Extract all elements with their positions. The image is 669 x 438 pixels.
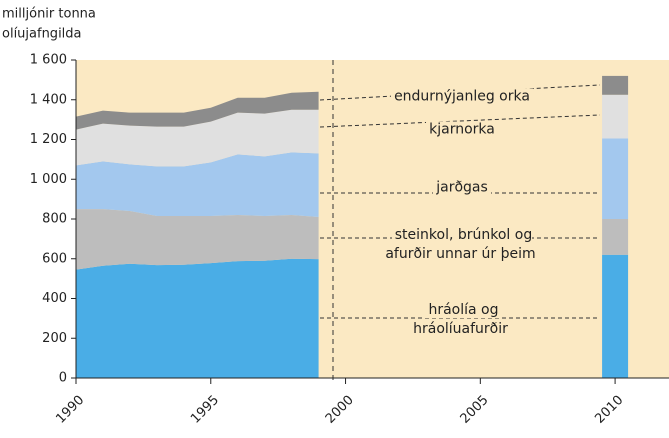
area <box>76 152 319 218</box>
y-tick-label: 600 <box>42 251 67 266</box>
series-label-text: endurnýjanleg orka <box>391 88 533 105</box>
y-tick-label: 200 <box>42 331 67 346</box>
x-tick-label: 2000 <box>323 393 357 427</box>
bar <box>602 75 629 95</box>
series-label-text: hráolía og hráolíuafurðir <box>413 302 511 337</box>
bar <box>602 219 629 255</box>
series-label-text: jarðgas <box>433 179 491 196</box>
bar <box>602 138 629 219</box>
series-label: jarðgas <box>384 179 540 198</box>
y-tick-label: 1 400 <box>30 92 67 107</box>
y-axis-label: milljónir tonna <box>2 7 96 22</box>
y-axis-label: olíujafngilda <box>2 27 82 42</box>
x-tick-label: 1990 <box>53 393 87 427</box>
bar <box>602 94 629 139</box>
area <box>76 209 319 270</box>
y-tick-label: 0 <box>59 371 67 386</box>
area <box>76 91 319 130</box>
series-label-text: steinkol, brúnkol og afurðir unnar úr þe… <box>385 227 539 262</box>
leader <box>319 114 601 128</box>
y-tick-label: 400 <box>42 291 67 306</box>
series-label: hráolía og hráolíuafurðir <box>384 301 540 339</box>
series-label: kjarnorka <box>384 121 540 140</box>
series-label-text: kjarnorka <box>426 121 498 138</box>
series-label: steinkol, brúnkol og afurðir unnar úr þe… <box>384 226 540 264</box>
x-tick-label: 2005 <box>458 393 492 427</box>
x-tick-label: 1995 <box>188 393 222 427</box>
bar <box>602 254 629 378</box>
y-tick-label: 1 600 <box>30 53 67 68</box>
area <box>76 109 319 167</box>
y-tick-label: 1 000 <box>30 172 67 187</box>
y-tick-label: 1 200 <box>30 132 67 147</box>
series-label: endurnýjanleg orka <box>384 88 540 107</box>
y-tick-label: 800 <box>42 212 67 227</box>
x-tick-label: 2010 <box>592 393 626 427</box>
area <box>76 258 319 378</box>
